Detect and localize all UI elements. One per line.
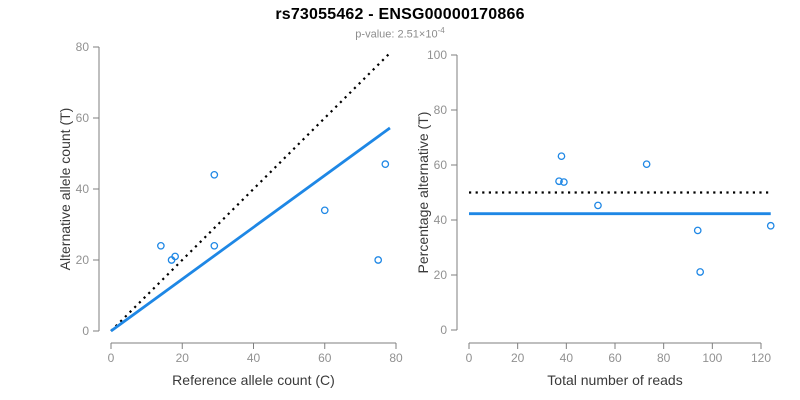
x-tick-label: 100	[702, 351, 722, 365]
identity-line	[110, 53, 390, 332]
data-point	[693, 226, 702, 235]
x-tick-label: 40	[560, 351, 574, 365]
data-point	[557, 152, 566, 161]
y-tick-label: 20	[434, 268, 448, 282]
y-tick-label: 80	[434, 103, 448, 117]
data-point	[320, 206, 329, 215]
y-tick-label: 40	[76, 182, 90, 196]
data-point	[381, 160, 390, 168]
data-point	[210, 241, 219, 250]
data-point	[555, 177, 563, 186]
x-tick-label: 80	[389, 351, 403, 365]
data-point	[696, 268, 705, 276]
reads-vs-percentage-scatter-x-axis-title: Total number of reads	[547, 372, 682, 388]
data-point	[210, 170, 219, 179]
x-tick-label: 60	[318, 351, 332, 365]
y-tick-label: 0	[440, 323, 447, 337]
ref-vs-alt-scatter-y-axis-title: Alternative allele count (T)	[57, 108, 73, 271]
data-point	[560, 178, 568, 186]
fit-line	[110, 126, 391, 333]
x-tick-label: 0	[108, 351, 115, 365]
y-tick-label: 80	[76, 40, 90, 54]
data-point	[171, 252, 179, 261]
data-point	[642, 160, 651, 169]
x-tick-label: 80	[657, 351, 671, 365]
x-tick-label: 60	[608, 351, 622, 365]
data-point	[766, 221, 775, 230]
reads-vs-percentage-scatter-y-axis-title: Percentage alternative (T)	[415, 112, 431, 274]
x-tick-label: 20	[176, 351, 190, 365]
data-point	[374, 256, 383, 264]
x-tick-label: 0	[466, 351, 473, 365]
data-point	[157, 241, 165, 250]
x-tick-label: 40	[247, 351, 261, 365]
x-tick-label: 120	[751, 351, 771, 365]
ref-vs-alt-scatter-x-axis-title: Reference allele count (C)	[172, 372, 335, 388]
data-point	[594, 201, 602, 210]
y-tick-label: 40	[434, 213, 448, 227]
y-tick-label: 60	[434, 158, 448, 172]
y-tick-label: 60	[76, 111, 90, 125]
x-tick-label: 20	[511, 351, 525, 365]
y-tick-label: 0	[82, 324, 89, 338]
y-tick-label: 20	[76, 253, 90, 267]
y-tick-label: 100	[427, 48, 447, 62]
